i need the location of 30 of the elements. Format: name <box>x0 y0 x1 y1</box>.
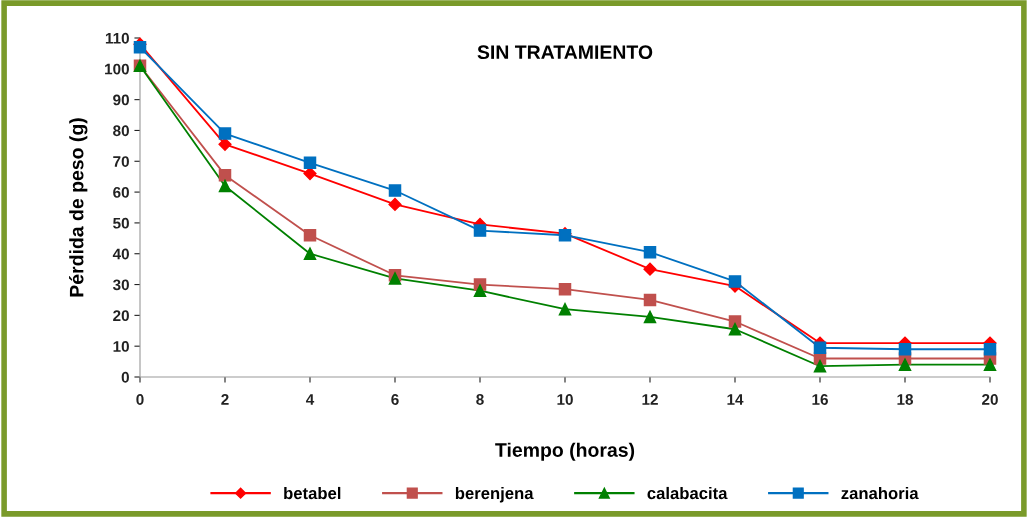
y-tick-label: 70 <box>113 156 129 167</box>
y-tick-label: 90 <box>113 94 129 106</box>
y-tick-label: 30 <box>112 279 129 291</box>
x-tick-label: 10 <box>557 394 573 405</box>
y-tick-label: 110 <box>105 32 129 44</box>
x-tick-label: 14 <box>727 394 744 405</box>
legend-label: calabacita <box>647 486 728 500</box>
y-tick-label: 10 <box>113 341 129 352</box>
x-tick-label: 2 <box>221 394 229 405</box>
legend-label: zanahoria <box>841 486 919 500</box>
x-tick-label: 18 <box>897 394 914 405</box>
y-tick-label: 50 <box>113 217 129 229</box>
y-tick-label: 40 <box>112 248 129 260</box>
x-tick-label: 6 <box>391 394 399 405</box>
y-axis-title: Pérdida de peso (g) <box>69 118 88 297</box>
x-tick-label: 8 <box>476 394 484 405</box>
x-axis-title: Tiempo (horas) <box>495 442 635 461</box>
chart-title: SIN TRATAMIENTO <box>477 45 653 60</box>
x-tick-label: 12 <box>642 394 658 405</box>
x-tick-label: 20 <box>982 394 998 405</box>
x-tick-label: 4 <box>305 394 315 405</box>
x-tick-label: 16 <box>812 394 828 405</box>
y-tick-label: 100 <box>105 63 129 75</box>
legend-label: berenjena <box>455 486 534 503</box>
y-tick-label: 80 <box>113 125 129 137</box>
y-tick-label: 20 <box>113 310 129 322</box>
legend-label: betabel <box>284 486 341 500</box>
x-tick-label: 0 <box>136 394 144 405</box>
y-tick-label: 60 <box>113 186 129 198</box>
y-tick-label: 0 <box>121 371 129 383</box>
